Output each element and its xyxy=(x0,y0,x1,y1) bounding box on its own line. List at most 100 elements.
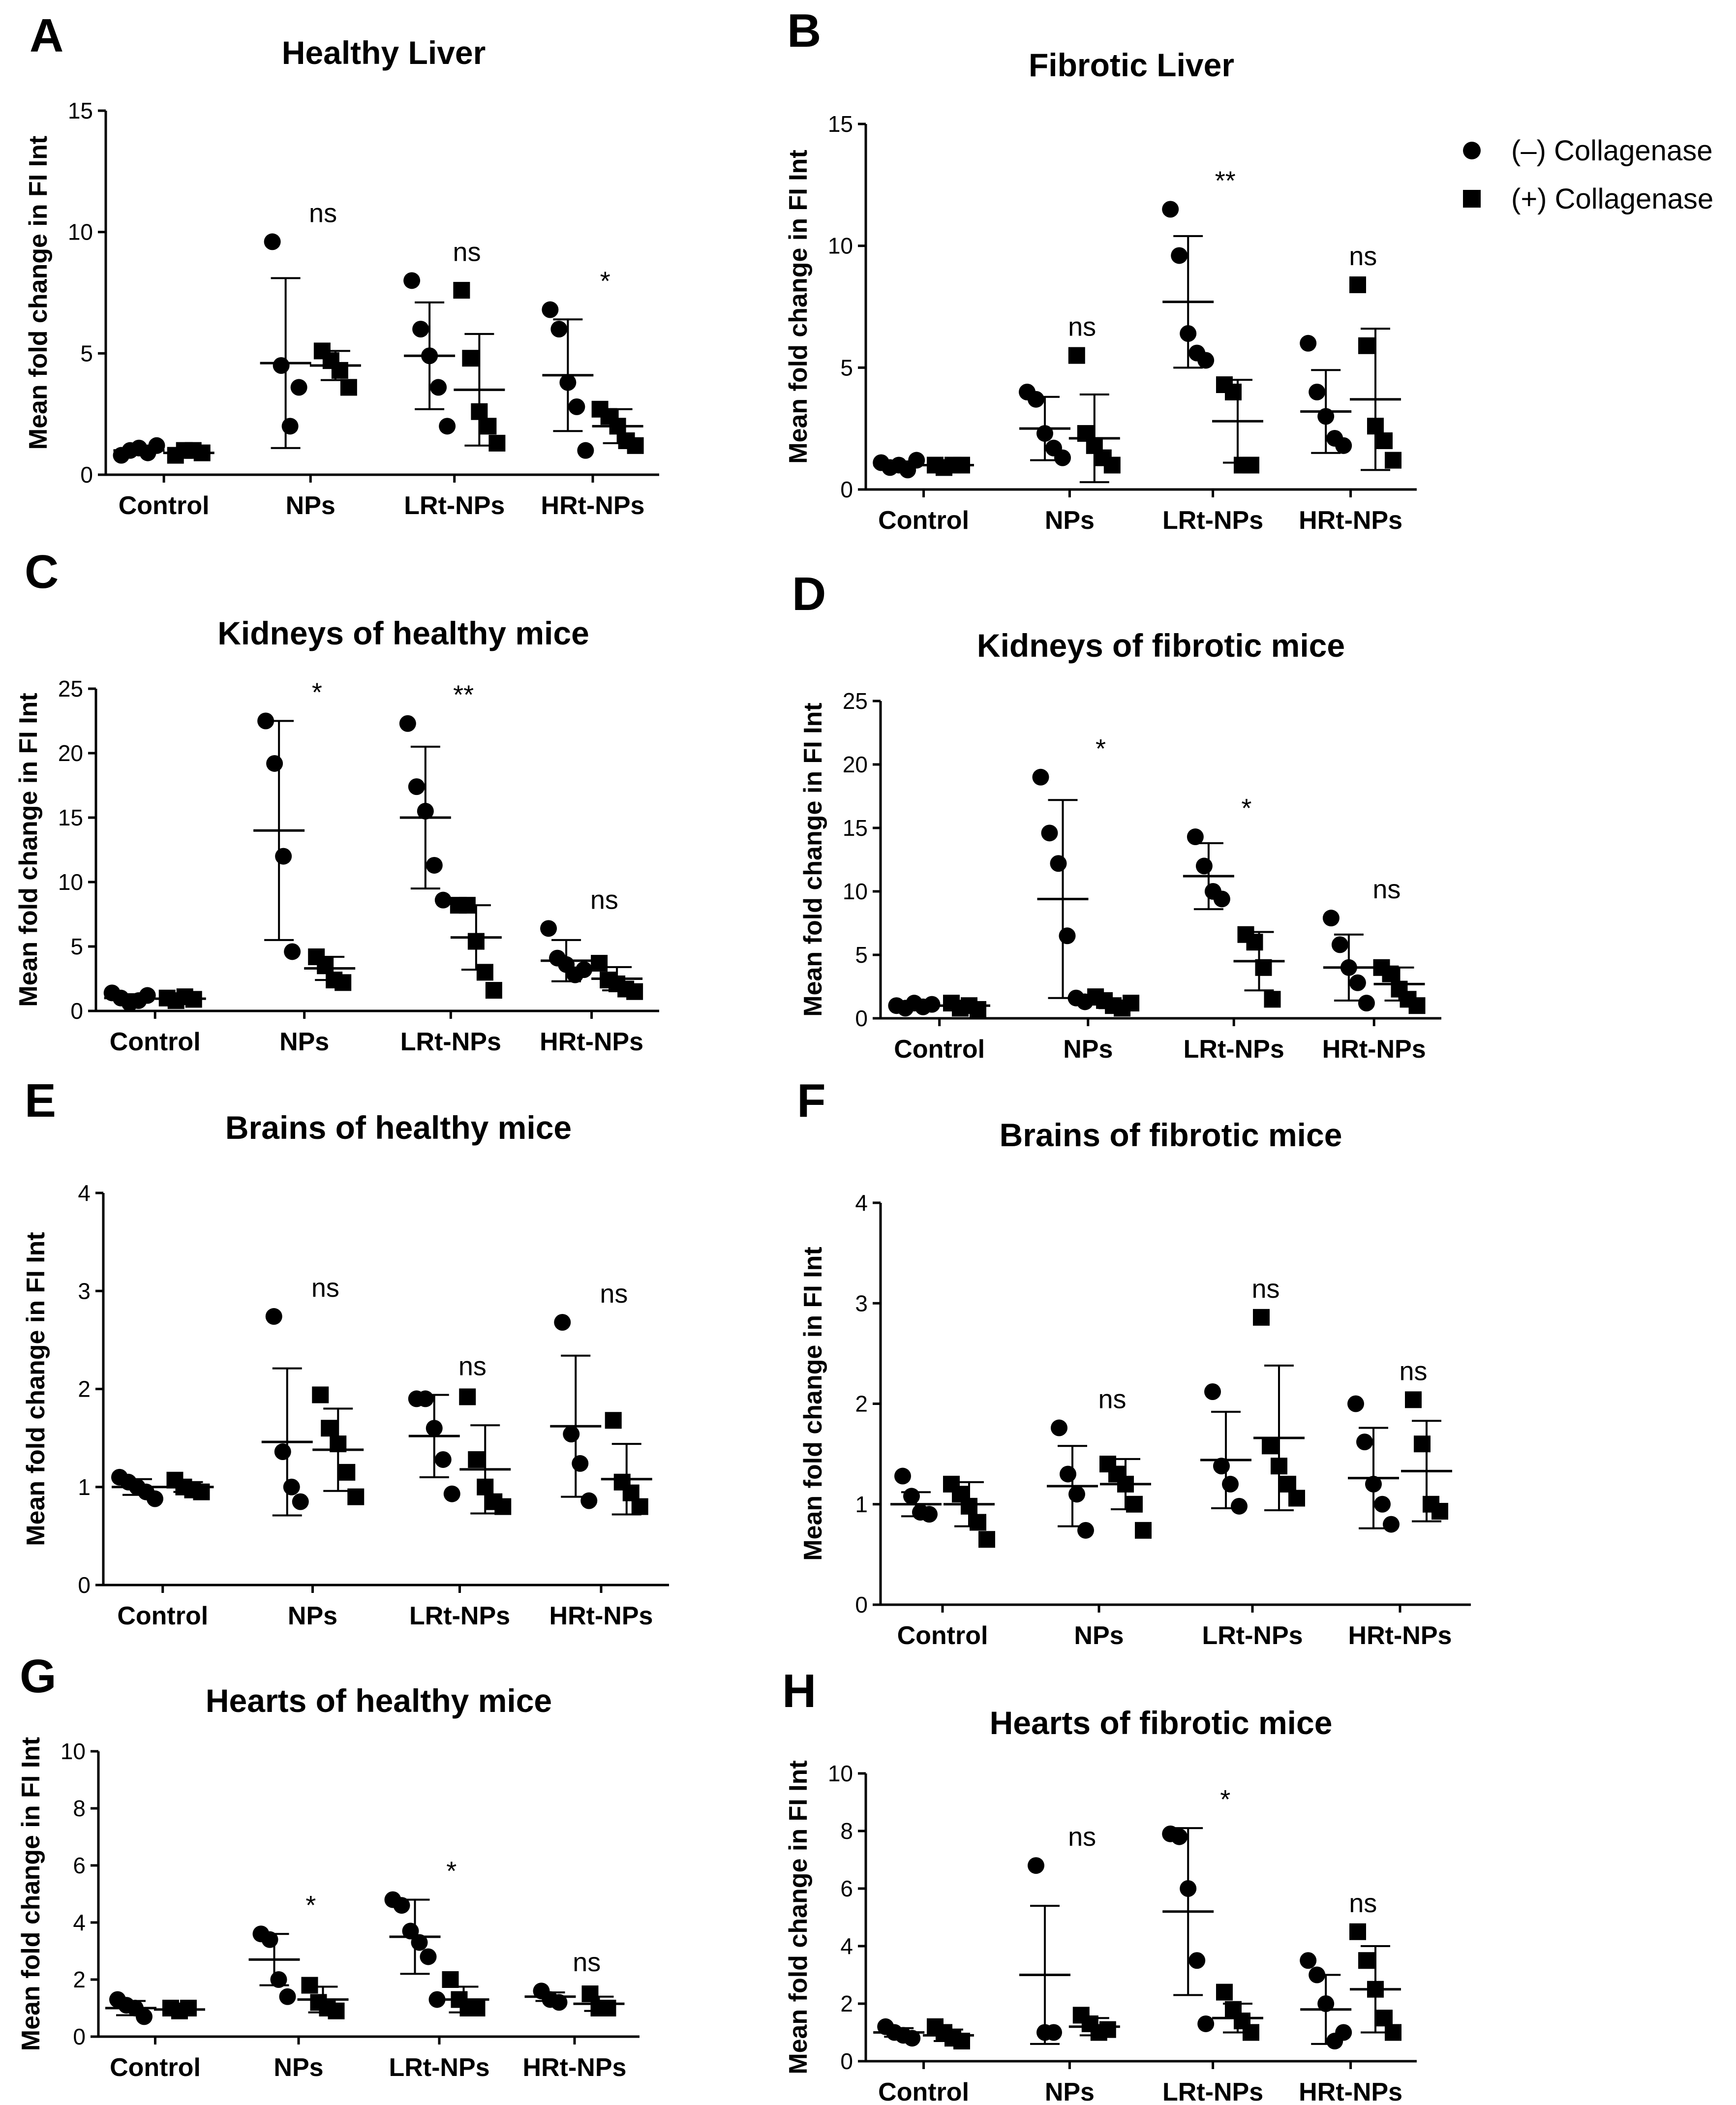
data-point-h-1-minus-0 xyxy=(1028,1857,1044,1874)
data-point-a-3-minus-4 xyxy=(577,442,594,459)
panel-letter-h: H xyxy=(782,1665,816,1717)
data-point-c-0-minus-4 xyxy=(139,987,156,1004)
data-point-g-2-minus-5 xyxy=(428,1991,446,2008)
data-point-b-3-plus-3 xyxy=(1376,432,1393,449)
panel-title-e: Brains of healthy mice xyxy=(225,1109,572,1146)
panel-e: E Brains of healthy mice 0 1 2 3 4 Mean fold ch… xyxy=(22,1074,669,1630)
panel-letter-a: A xyxy=(30,9,63,62)
data-point-d-3-minus-0 xyxy=(1322,910,1340,927)
data-point-c-2-plus-2 xyxy=(467,933,485,950)
y-tick-label-g-2: 4 xyxy=(73,1910,86,1935)
panel-letter-f: F xyxy=(797,1074,826,1127)
x-tick-label-f-1: NPs xyxy=(1074,1621,1124,1650)
data-point-h-3-plus-4 xyxy=(1385,2024,1401,2041)
data-point-d-3-plus-1 xyxy=(1382,965,1399,982)
data-point-c-1-plus-1 xyxy=(317,957,334,975)
data-point-e-3-minus-3 xyxy=(580,1492,598,1509)
legend-square-marker xyxy=(1463,190,1481,208)
data-point-a-2-minus-3 xyxy=(430,379,447,396)
data-point-b-3-plus-4 xyxy=(1385,452,1401,469)
data-point-d-3-minus-3 xyxy=(1349,974,1366,991)
data-point-b-1-plus-4 xyxy=(1103,457,1121,474)
x-tick-label-a-2: LRt-NPs xyxy=(404,491,505,520)
data-point-d-1-plus-4 xyxy=(1123,995,1140,1012)
data-point-e-1-plus-1 xyxy=(321,1420,338,1437)
data-point-a-2-plus-4 xyxy=(488,434,506,452)
data-point-e-0-plus-3 xyxy=(193,1483,210,1500)
panel-title-b: Fibrotic Liver xyxy=(1029,47,1234,83)
y-axis-label-c: Mean fold change in FI Int xyxy=(14,693,43,1007)
data-point-h-2-plus-3 xyxy=(1243,2024,1259,2041)
data-point-b-2-minus-1 xyxy=(1171,247,1188,264)
data-point-f-3-minus-0 xyxy=(1347,1395,1364,1412)
data-point-h-3-plus-1 xyxy=(1358,1952,1375,1969)
x-tick-label-f-3: HRt-NPs xyxy=(1348,1621,1452,1650)
data-point-b-0-plus-3 xyxy=(953,457,970,474)
x-tick-label-d-1: NPs xyxy=(1063,1035,1113,1064)
y-tick-label-g-5: 10 xyxy=(61,1739,86,1764)
legend: (–) Collagenase (+) Collagenase xyxy=(1463,135,1713,215)
data-point-a-0-plus-3 xyxy=(193,444,211,461)
x-tick-label-h-3: HRt-NPs xyxy=(1299,2078,1402,2105)
data-point-c-1-plus-3 xyxy=(335,974,352,991)
y-tick-label-d-4: 20 xyxy=(843,752,868,777)
panel-title-c: Kidneys of healthy mice xyxy=(217,615,589,651)
panel-letter-b: B xyxy=(787,4,821,57)
data-point-h-3-minus-0 xyxy=(1300,1952,1317,1969)
data-point-a-1-minus-1 xyxy=(273,357,290,374)
y-tick-label-a-0: 0 xyxy=(80,462,93,488)
y-tick-label-h-4: 8 xyxy=(840,1818,853,1844)
data-point-e-2-plus-2 xyxy=(477,1478,494,1495)
panel-d: D Kidneys of fibrotic mice 0 5 10 15 20 25 Mean … xyxy=(792,568,1441,1064)
significance-label-c-2: ** xyxy=(453,680,474,710)
data-point-e-2-plus-0 xyxy=(459,1388,476,1405)
data-point-a-2-minus-0 xyxy=(403,272,421,289)
y-tick-label-d-1: 5 xyxy=(855,942,868,968)
data-point-f-0-plus-3 xyxy=(970,1514,986,1531)
data-point-e-2-minus-3 xyxy=(434,1451,452,1468)
y-tick-label-a-3: 15 xyxy=(68,98,93,123)
data-point-c-1-minus-0 xyxy=(257,712,274,730)
data-point-d-3-minus-4 xyxy=(1358,995,1375,1012)
data-point-g-3-plus-0 xyxy=(581,1985,599,2002)
y-tick-label-f-4: 4 xyxy=(855,1190,868,1216)
significance-label-h-1: ns xyxy=(1068,1822,1096,1852)
significance-label-e-1: ns xyxy=(311,1273,339,1303)
data-point-g-2-minus-1 xyxy=(393,1897,410,1914)
data-point-c-2-minus-3 xyxy=(426,856,443,874)
data-point-e-3-minus-2 xyxy=(572,1455,589,1472)
data-point-a-3-minus-2 xyxy=(559,374,577,391)
y-axis-label-b: Mean fold change in FI Int xyxy=(784,150,813,463)
y-tick-label-c-4: 20 xyxy=(58,740,83,766)
legend-circle-marker xyxy=(1463,142,1481,159)
data-point-f-2-minus-2 xyxy=(1222,1475,1239,1493)
y-tick-label-c-2: 10 xyxy=(58,869,83,895)
data-point-e-1-minus-2 xyxy=(283,1478,300,1495)
data-point-g-2-plus-0 xyxy=(442,1971,459,1988)
data-point-c-2-minus-2 xyxy=(417,802,434,820)
data-point-e-2-plus-4 xyxy=(494,1498,512,1515)
data-point-f-2-plus-4 xyxy=(1288,1490,1305,1507)
panel-letter-e: E xyxy=(25,1074,56,1127)
y-tick-label-c-3: 15 xyxy=(58,805,83,830)
data-point-h-2-minus-3 xyxy=(1188,1952,1206,1969)
data-point-e-1-minus-1 xyxy=(274,1443,291,1461)
x-tick-label-g-1: NPs xyxy=(274,2053,323,2082)
data-point-f-2-minus-0 xyxy=(1204,1383,1221,1400)
x-tick-label-c-3: HRt-NPs xyxy=(540,1028,643,1056)
significance-label-e-2: ns xyxy=(458,1351,487,1381)
y-tick-label-b-2: 10 xyxy=(828,233,853,259)
panel-letter-c: C xyxy=(25,546,59,598)
data-point-a-2-plus-1 xyxy=(462,350,479,367)
y-tick-label-c-5: 25 xyxy=(58,676,83,702)
panel-title-g: Hearts of healthy mice xyxy=(206,1682,552,1719)
data-point-e-2-minus-1 xyxy=(417,1390,434,1407)
panel-title-d: Kidneys of fibrotic mice xyxy=(977,627,1345,664)
data-point-b-3-minus-2 xyxy=(1317,408,1335,425)
data-point-c-3-plus-0 xyxy=(591,955,608,972)
x-tick-label-a-1: NPs xyxy=(286,491,335,520)
data-point-d-2-plus-1 xyxy=(1246,934,1263,951)
data-point-h-3-plus-3 xyxy=(1376,2010,1393,2027)
data-point-e-2-plus-1 xyxy=(468,1451,485,1468)
